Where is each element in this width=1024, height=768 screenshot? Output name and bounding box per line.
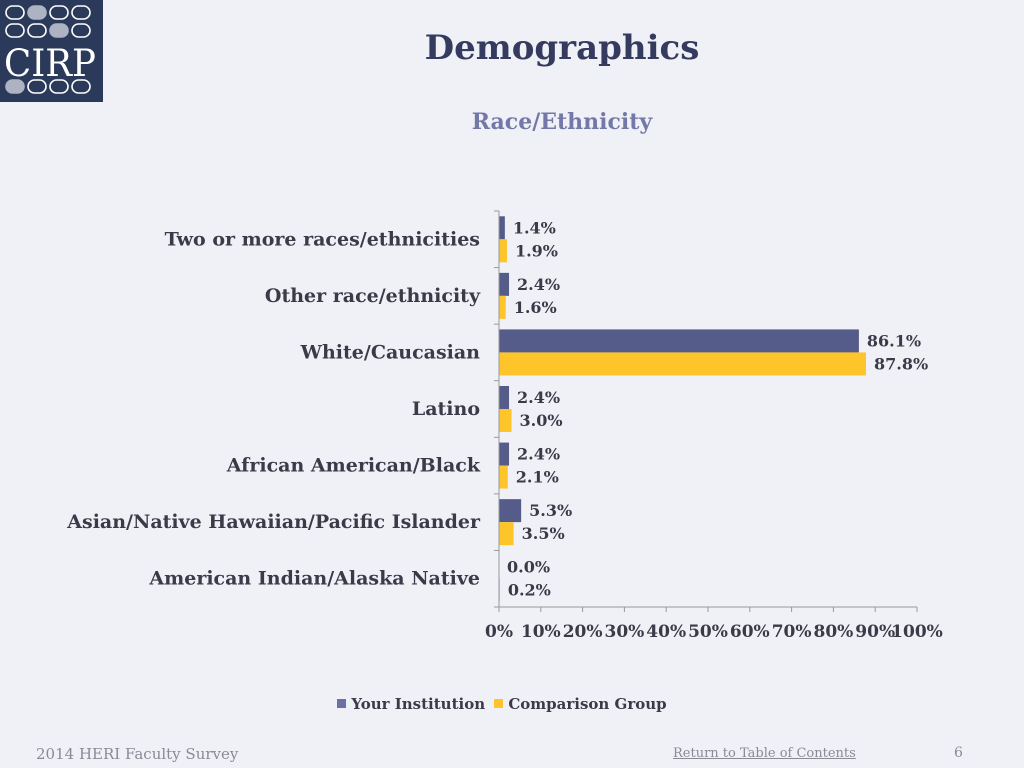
x-tick-label: 40% <box>646 622 686 642</box>
value-label-your-institution-asian-native-hawaiian-pacific-islander: 5.3% <box>529 501 572 520</box>
x-tick-label: 30% <box>604 622 644 642</box>
value-label-comparison-group-african-american-black: 2.1% <box>516 468 559 487</box>
chart-subtitle: Race/Ethnicity <box>471 109 653 135</box>
return-to-toc-link[interactable]: Return to Table of Contents <box>673 746 856 761</box>
x-tick-label: 10% <box>521 622 561 642</box>
value-label-your-institution-african-american-black: 2.4% <box>517 445 560 464</box>
value-label-your-institution-latino: 2.4% <box>517 388 560 407</box>
x-tick-label: 90% <box>855 622 895 642</box>
bar-your-institution-other-race-ethnicity <box>499 272 510 296</box>
cirp-logo: CIRP <box>0 0 103 102</box>
x-tick-label: 60% <box>730 622 770 642</box>
bar-comparison-group-latino <box>499 409 512 432</box>
x-tick-label: 80% <box>813 622 853 642</box>
footer-survey-name: 2014 HERI Faculty Survey <box>36 745 239 763</box>
value-label-comparison-group-other-race-ethnicity: 1.6% <box>514 298 557 317</box>
logo-text: CIRP <box>4 42 96 85</box>
category-label-white-caucasian: White/Caucasian <box>300 341 481 363</box>
bar-your-institution-two-or-more-races-ethnicities <box>499 216 505 240</box>
value-label-your-institution-two-or-more-races-ethnicities: 1.4% <box>513 218 556 237</box>
page-title: Demographics <box>424 28 700 68</box>
x-tick-label: 50% <box>688 622 728 642</box>
category-label-other-race-ethnicity: Other race/ethnicity <box>265 285 481 307</box>
value-label-comparison-group-american-indian-alaska-native: 0.2% <box>508 581 551 600</box>
bar-your-institution-latino <box>499 386 510 409</box>
page-number: 6 <box>954 745 963 761</box>
x-tick-label: 70% <box>772 622 812 642</box>
chart-legend: Your Institution Comparison Group <box>0 695 1004 713</box>
category-label-american-indian-alaska-native: American Indian/Alaska Native <box>148 568 480 590</box>
legend-swatch-comparison-group <box>494 699 504 708</box>
bar-comparison-group-african-american-black <box>499 465 508 489</box>
value-label-comparison-group-two-or-more-races-ethnicities: 1.9% <box>515 241 558 260</box>
x-tick-label: 100% <box>891 622 943 642</box>
legend-item-your-institution: Your Institution <box>337 695 485 713</box>
legend-label-your-institution: Your Institution <box>351 695 486 713</box>
bar-your-institution-asian-native-hawaiian-pacific-islander <box>499 499 522 523</box>
bar-comparison-group-asian-native-hawaiian-pacific-islander <box>499 522 514 546</box>
bar-comparison-group-other-race-ethnicity <box>499 295 506 319</box>
x-tick-label: 20% <box>563 622 603 642</box>
bar-comparison-group-two-or-more-races-ethnicities <box>499 239 507 263</box>
value-label-your-institution-american-indian-alaska-native: 0.0% <box>507 558 550 577</box>
value-label-your-institution-other-race-ethnicity: 2.4% <box>517 275 560 294</box>
bar-your-institution-african-american-black <box>499 442 510 466</box>
legend-swatch-your-institution <box>337 699 347 708</box>
legend-item-comparison-group: Comparison Group <box>494 695 667 713</box>
category-label-latino: Latino <box>412 398 480 420</box>
category-label-two-or-more-races-ethnicities: Two or more races/ethnicities <box>165 228 480 250</box>
bar-comparison-group-white-caucasian <box>499 352 867 376</box>
bar-your-institution-white-caucasian <box>499 329 859 353</box>
value-label-your-institution-white-caucasian: 86.1% <box>867 331 921 350</box>
value-label-comparison-group-latino: 3.0% <box>520 411 563 430</box>
value-label-comparison-group-white-caucasian: 87.8% <box>874 354 928 373</box>
value-label-comparison-group-asian-native-hawaiian-pacific-islander: 3.5% <box>522 524 565 543</box>
category-label-asian-native-hawaiian-pacific-islander: Asian/Native Hawaiian/Pacific Islander <box>66 511 481 533</box>
bar-chart: Two or more races/ethnicities 1.4% 1.9% Oth… <box>66 210 943 642</box>
x-tick-label: 0% <box>485 622 513 642</box>
category-label-african-american-black: African American/Black <box>226 455 481 477</box>
legend-label-comparison-group: Comparison Group <box>508 695 667 713</box>
